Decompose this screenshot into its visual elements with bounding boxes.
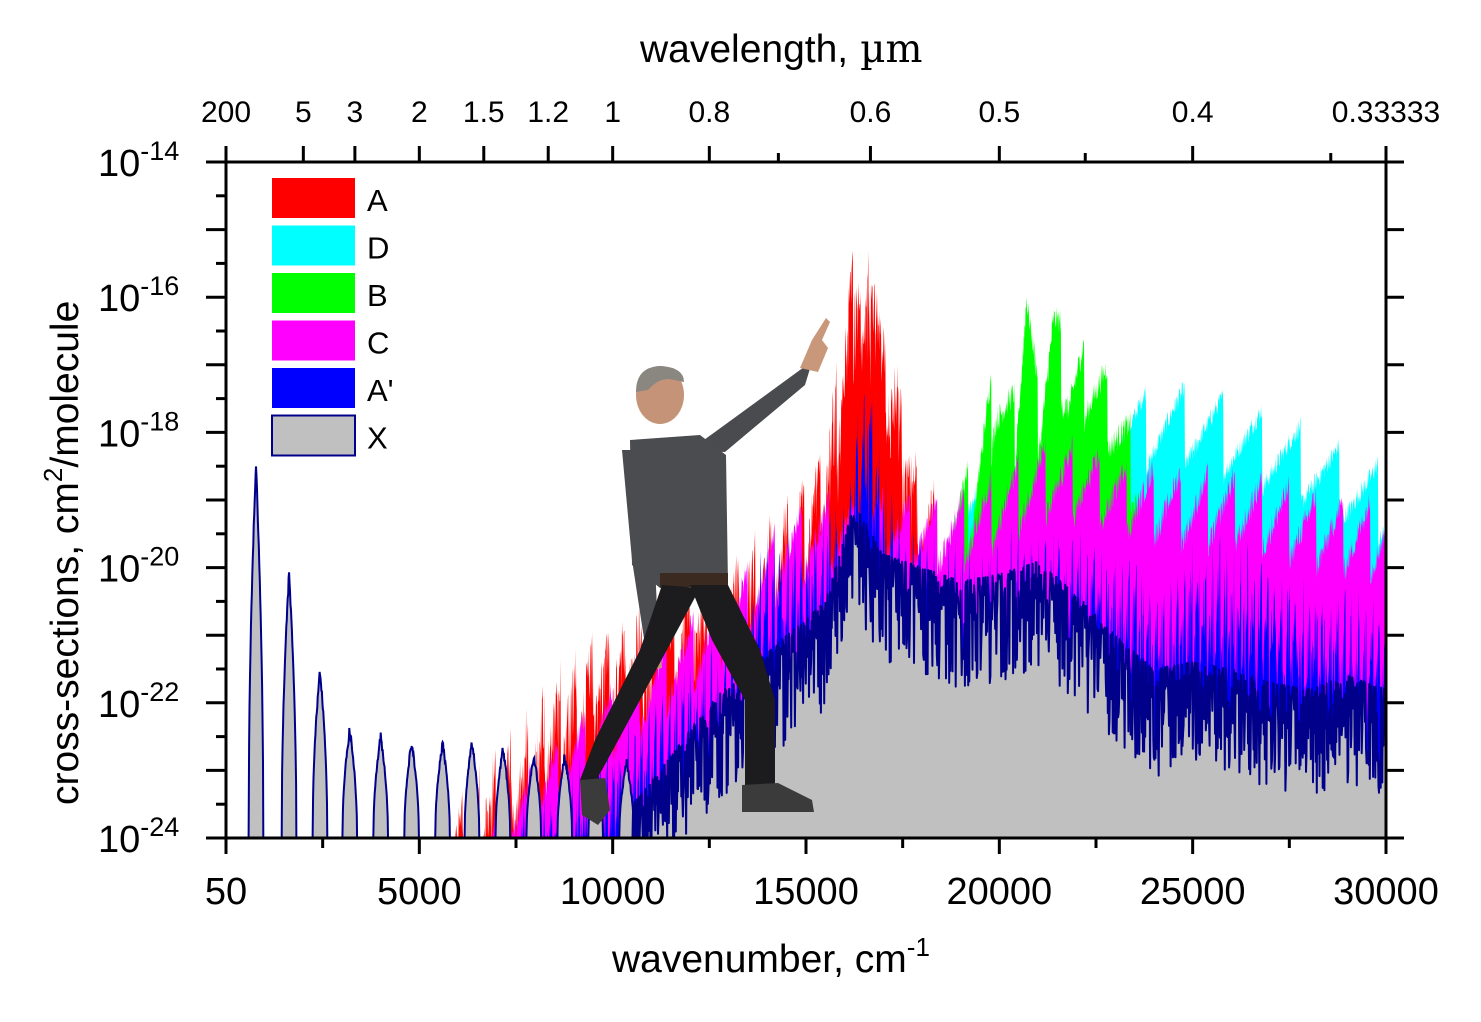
y-tick-label: 10-20 [98,542,179,591]
legend-swatch-a [272,178,355,218]
x2-tick-label: 200 [201,96,251,129]
y-tick-label: 10-16 [98,271,179,320]
person-front-leg [690,585,775,790]
person-raised-arm [690,362,812,452]
series-layer [247,250,1387,839]
person-photo-overlay [580,318,830,825]
x2-tick-label: 1 [604,96,621,129]
axes-layer: 50 5000 10000 15000 20000 25000 30000 200 5 3 2 1.5… [98,96,1440,913]
top-axis-title: wavelength, µm [639,27,922,72]
x2-tick-label: 5 [295,96,312,129]
x2-tick-label: 0.5 [978,96,1020,129]
person-hair [636,366,684,392]
legend-label: A [367,183,388,218]
x-tick-label: 15000 [753,871,859,913]
legend-label: A' [367,373,394,408]
y-tick-label: 10-14 [98,136,179,185]
person-torso [630,435,728,588]
x-tick-label: 50 [205,871,247,913]
x-tick-label: 25000 [1140,871,1246,913]
x-tick-label: 20000 [946,871,1052,913]
x2-tick-label: 2 [411,96,428,129]
x2-tick-label: 0.4 [1172,96,1214,129]
x2-tick-label: 0.6 [850,96,892,129]
legend-swatch-b [272,273,355,313]
legend-swatch-ap [272,368,355,408]
x-tick-label: 5000 [377,871,462,913]
y-tick-label: 10-18 [98,406,179,455]
x2-tick-label: 0.8 [688,96,730,129]
x-tick-label: 30000 [1333,871,1439,913]
legend-swatch-x [271,414,356,457]
person-back-shoe [580,778,610,825]
x-axis-title: wavenumber, cm-1 [611,932,930,981]
y-tick-label: 10-22 [98,677,179,726]
person-back-leg [580,585,700,790]
person-belt [660,573,728,587]
person-front-shoe [742,783,814,812]
x2-tick-label: 0.33333 [1332,96,1440,129]
x2-tick-label: 1.5 [463,96,505,129]
legend-label: B [367,278,388,313]
x-tick-label: 10000 [560,871,666,913]
legend-swatch-d [272,225,355,266]
legend-label: C [367,326,389,361]
person-left-arm [622,450,658,645]
legend-label: X [367,421,388,456]
x2-tick-label: 3 [347,96,364,129]
legend-label: D [367,231,389,266]
y-axis-title: cross-sections, cm2/molecule [38,301,87,805]
legend-swatch-c [272,320,355,361]
y-tick-label: 10-24 [98,812,179,861]
x2-tick-label: 1.2 [527,96,569,129]
person-hand [800,318,830,372]
